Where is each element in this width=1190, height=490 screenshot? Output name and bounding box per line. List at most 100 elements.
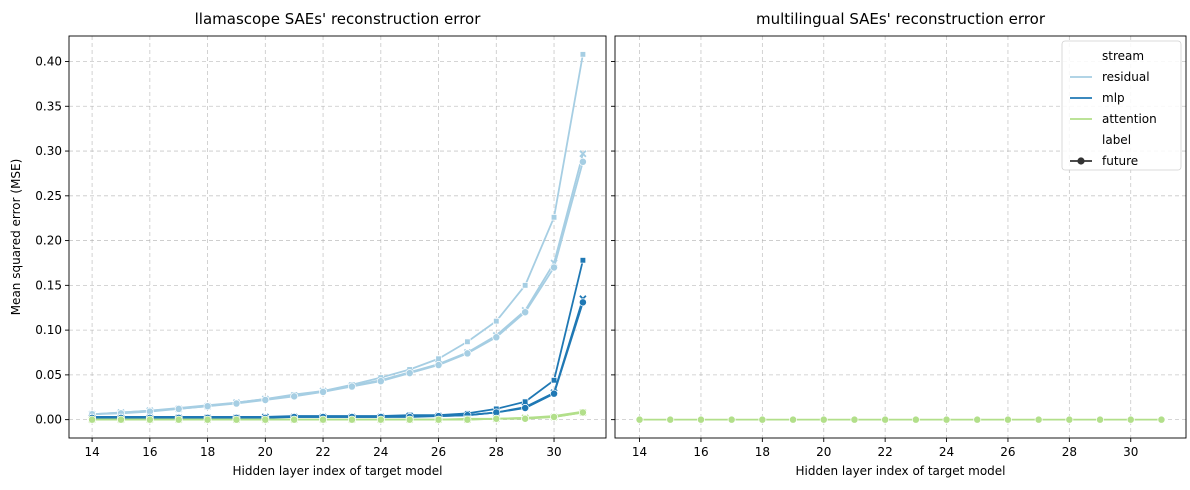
chart-title: multilingual SAEs' reconstruction error <box>756 10 1046 28</box>
data-point-residual <box>550 214 558 221</box>
data-point-residual <box>493 318 500 325</box>
series-line-attention <box>92 411 584 421</box>
series-line-mlp <box>92 302 584 419</box>
data-point-attention <box>1065 415 1074 424</box>
series-line-residual <box>92 54 584 416</box>
legend-label-label: label <box>1102 133 1131 147</box>
series-mlp-square <box>88 257 587 421</box>
series-line-residual <box>92 161 584 416</box>
chart-title: llamascope SAEs' reconstruction error <box>195 10 482 28</box>
legend: stream residual mlp attention label future <box>1061 40 1182 171</box>
data-point-attention <box>88 415 97 424</box>
data-point-residual <box>203 402 212 411</box>
data-point-attention <box>1034 415 1043 424</box>
series-mlp-x <box>88 295 587 422</box>
series-residual-circle <box>88 157 587 419</box>
data-point-residual <box>347 382 356 391</box>
data-point-attention <box>117 415 125 424</box>
series-attention-circle <box>88 408 587 424</box>
data-point-attention <box>942 415 951 424</box>
x-tick-label: 28 <box>1062 445 1077 459</box>
x-tick-label: 18 <box>200 445 215 459</box>
data-point-residual <box>435 355 442 362</box>
data-point-residual <box>578 157 587 166</box>
data-point-attention <box>405 415 414 424</box>
data-point-residual <box>579 51 587 58</box>
data-point-residual <box>319 387 328 396</box>
data-point-attention <box>758 415 767 424</box>
data-point-attention <box>319 415 328 424</box>
data-point-attention <box>550 413 558 421</box>
x-axis-label: Hidden layer index of target model <box>795 464 1005 478</box>
series-line-mlp <box>92 260 584 418</box>
y-tick-label: 0.15 <box>35 278 62 292</box>
data-point-attention <box>203 415 212 424</box>
data-point-residual <box>376 377 385 386</box>
y-tick-label: 0.40 <box>35 55 62 69</box>
x-tick-label: 20 <box>258 445 273 459</box>
data-point-attention <box>973 415 982 424</box>
data-point-attention <box>174 415 183 424</box>
data-point-residual <box>261 395 270 404</box>
data-point-mlp <box>522 398 529 405</box>
data-point-mlp <box>550 389 558 398</box>
data-point-attention <box>697 415 705 424</box>
y-tick-label: 0.00 <box>35 413 62 427</box>
series-attention-circle <box>635 415 1166 424</box>
data-point-attention <box>789 415 798 424</box>
data-point-residual <box>290 392 299 401</box>
data-point-attention <box>635 415 644 424</box>
x-axis-label: Hidden layer index of target model <box>232 464 442 478</box>
x-tick-label: 22 <box>878 445 893 459</box>
data-point-residual <box>521 308 530 317</box>
data-point-attention <box>911 415 920 424</box>
data-point-attention <box>1126 415 1135 424</box>
x-tick-label: 20 <box>816 445 831 459</box>
data-point-attention <box>578 408 587 417</box>
chart-panel-2: 14 16 18 20 22 24 26 28 30 multilingual SAEs' rec… <box>611 10 1187 478</box>
data-point-residual <box>434 361 443 369</box>
data-point-attention <box>1003 415 1012 424</box>
data-point-mlp <box>550 377 558 384</box>
y-tick-label: 0.05 <box>35 368 62 382</box>
axes-frame <box>68 35 607 439</box>
data-point-attention <box>463 415 472 424</box>
y-tick-label: 0.35 <box>35 99 62 113</box>
data-point-attention <box>521 414 530 423</box>
x-tick-label: 14 <box>632 445 647 459</box>
chart-panel-1: 14 16 18 20 22 24 26 28 30 0.00 0.05 0.10 0.15 0.20 0.… <box>9 10 607 478</box>
data-point-attention <box>434 415 443 424</box>
data-point-residual <box>522 282 529 289</box>
legend-box <box>1061 40 1182 171</box>
data-point-attention <box>727 415 736 424</box>
data-point-attention <box>666 415 675 424</box>
data-point-attention <box>145 415 154 424</box>
x-tick-label: 16 <box>693 445 708 459</box>
x-tick-label: 24 <box>373 445 388 459</box>
data-point-attention <box>1096 415 1104 424</box>
grid <box>69 36 606 438</box>
x-tick-label: 16 <box>142 445 157 459</box>
y-axis-label: Mean squared error (MSE) <box>9 159 23 316</box>
series-residual-x <box>88 150 587 418</box>
x-tick-label: 18 <box>755 445 770 459</box>
series-line-mlp <box>92 298 584 419</box>
x-tick-label: 24 <box>939 445 954 459</box>
data-point-attention <box>1157 415 1166 424</box>
data-point-residual <box>464 338 471 345</box>
series-mlp-circle <box>88 298 587 422</box>
legend-label-stream: stream <box>1102 49 1144 63</box>
y-tick-label: 0.20 <box>35 234 62 248</box>
data-point-mlp <box>579 257 587 264</box>
data-point-residual <box>579 150 587 158</box>
x-tick-label: 22 <box>315 445 330 459</box>
x-tick-label: 26 <box>1000 445 1015 459</box>
data-point-attention <box>881 415 890 424</box>
legend-marker-future <box>1077 157 1085 165</box>
x-tick-label: 30 <box>1123 445 1138 459</box>
data-point-attention <box>232 415 241 424</box>
legend-label-attention: attention <box>1102 112 1157 126</box>
axes-frame <box>614 35 1187 439</box>
data-point-residual <box>174 404 183 413</box>
legend-label-future: future <box>1102 154 1138 168</box>
